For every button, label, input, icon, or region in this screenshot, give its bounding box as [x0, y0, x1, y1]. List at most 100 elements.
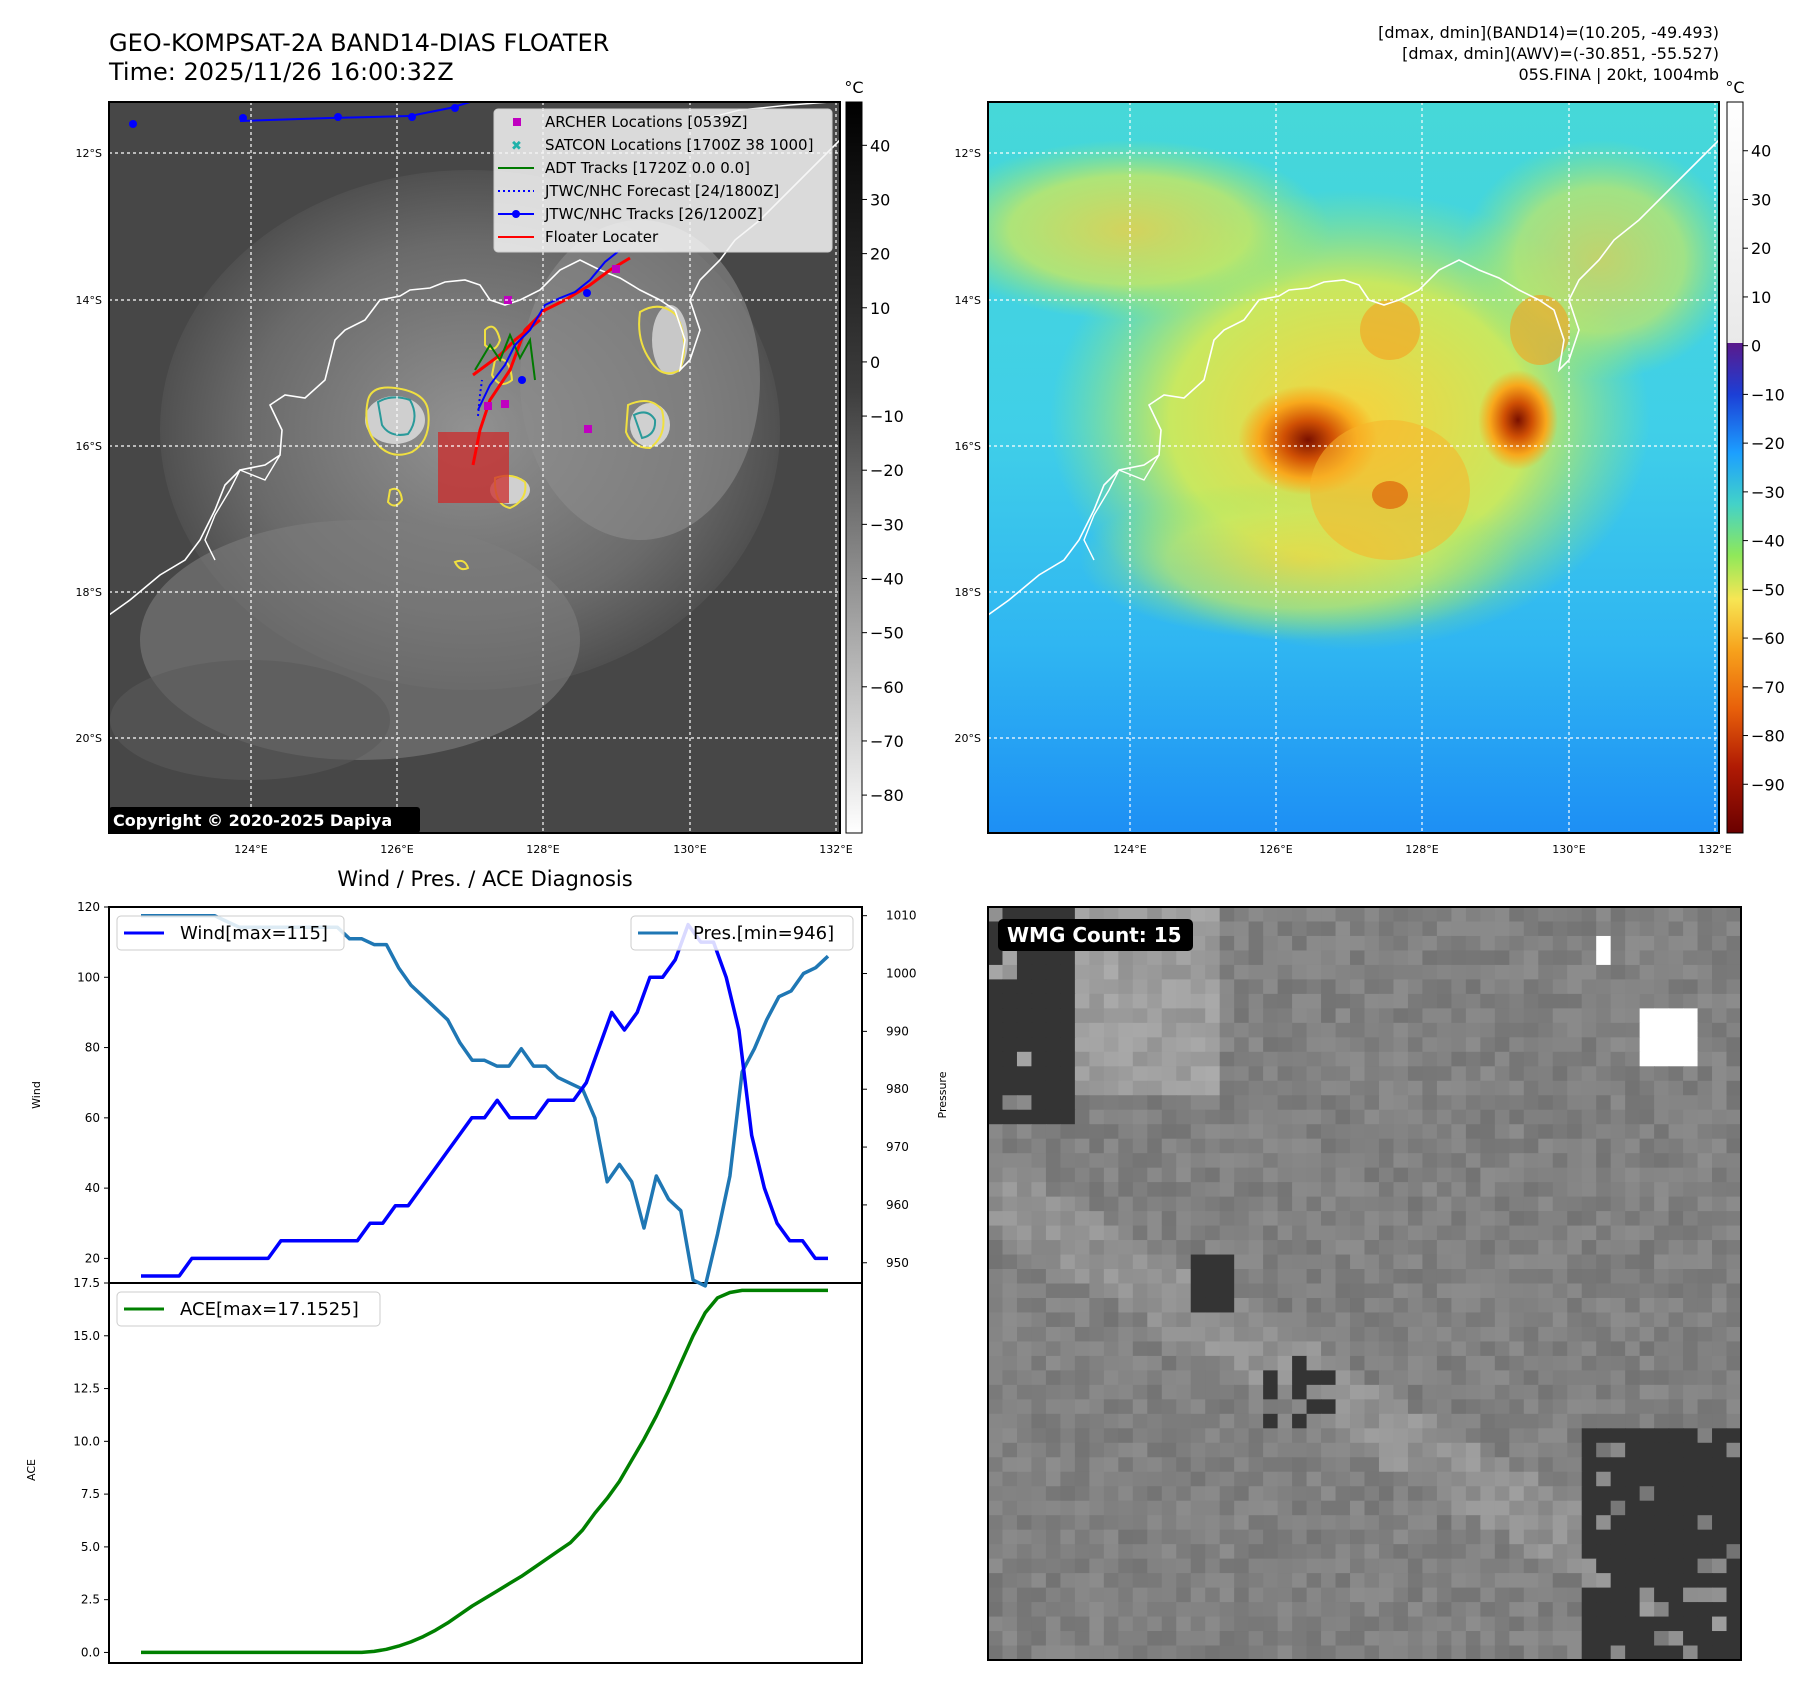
wmg-cell: [1002, 1413, 1018, 1429]
wmg-cell: [1567, 1341, 1583, 1357]
wmg-cell: [1480, 979, 1496, 995]
wmg-cell: [1494, 1471, 1510, 1487]
wmg-cell: [1234, 1269, 1250, 1285]
wmg-cell: [1697, 1631, 1713, 1647]
wmg-cell: [1335, 1341, 1351, 1357]
wmg-cell: [1292, 1138, 1308, 1154]
wmg-cell: [1712, 964, 1728, 980]
wmg-cell: [1132, 1254, 1148, 1270]
wmg-cell: [1436, 935, 1452, 952]
wmg-cell: [1292, 1370, 1308, 1386]
wmg-cell: [1045, 1529, 1061, 1545]
wmg-cell: [1190, 921, 1206, 937]
wmg-cell: [1509, 1500, 1525, 1516]
wmg-cell: [1668, 1225, 1684, 1241]
wmg-cell: [1176, 1616, 1192, 1632]
wmg-cell: [1089, 1399, 1105, 1415]
wmg-cell: [1263, 1558, 1279, 1574]
wmg-cell: [1335, 1529, 1351, 1545]
wmg-cell: [1407, 1616, 1424, 1632]
wmg-cell: [1407, 1153, 1424, 1169]
wmg-cell: [1234, 1587, 1250, 1603]
wmg-cell: [1610, 1225, 1626, 1241]
wmg-cell: [1277, 1457, 1293, 1473]
wmg-cell: [1219, 979, 1235, 995]
wmg-cell: [1074, 1428, 1090, 1444]
wmg-cell: [1147, 1326, 1163, 1343]
wmg-cell: [1089, 1297, 1105, 1314]
wmg-cell: [1132, 964, 1148, 980]
wmg-cell: [1350, 964, 1366, 980]
wmg-cell: [1277, 1558, 1293, 1574]
wmg-cell: [1538, 1384, 1554, 1400]
wmg-cell: [1263, 1645, 1279, 1661]
wmg-cell: [1668, 1500, 1684, 1516]
wmg-cell: [1292, 1008, 1308, 1024]
wmg-cell: [1016, 1645, 1033, 1661]
wmg-cell: [1045, 950, 1061, 966]
wmg-cell: [1581, 1471, 1597, 1487]
wmg-cell: [1060, 1240, 1076, 1256]
wmg-cell: [1538, 1529, 1554, 1545]
wmg-cell: [1103, 1341, 1119, 1357]
wmg-cell: [1277, 1355, 1293, 1371]
wmg-cell: [1639, 1124, 1655, 1140]
wmg-cell: [1378, 1500, 1395, 1516]
wmg-cell: [1538, 1211, 1554, 1227]
wmg-cell: [1494, 1138, 1510, 1154]
wmg-cell: [1523, 1153, 1539, 1169]
wmg-cell: [1364, 1297, 1380, 1314]
wmg-cell: [1407, 1109, 1424, 1125]
wmg-cell: [1726, 1037, 1742, 1053]
wmg-cell: [1118, 1370, 1134, 1386]
pressure-legend: Pres.[min=946]: [630, 915, 854, 951]
wmg-cell: [1668, 1544, 1684, 1560]
wmg-cell: [1335, 1602, 1351, 1618]
wmg-cell: [1378, 1515, 1395, 1531]
wmg-cell: [1393, 1124, 1409, 1140]
wmg-cell: [1321, 1413, 1337, 1429]
wmg-cell: [1581, 1051, 1597, 1067]
wmg-cell: [1263, 1095, 1279, 1111]
wmg-cell: [1190, 1413, 1206, 1429]
wmg-cell: [1480, 1428, 1496, 1444]
wmg-cell: [1625, 1529, 1641, 1545]
wind-tick-label: 120: [77, 900, 100, 914]
wmg-cell: [1364, 1457, 1380, 1473]
wmg-cell: [1132, 1616, 1148, 1632]
wmg-cell: [1407, 964, 1424, 980]
wmg-cell: [1726, 1080, 1742, 1096]
wmg-cell: [1016, 1269, 1033, 1285]
wmg-cell: [1335, 1471, 1351, 1487]
wmg-cell: [1581, 1240, 1597, 1256]
wmg-cell: [1378, 1167, 1395, 1183]
wmg-cell: [1147, 1384, 1163, 1400]
wmg-cell: [1205, 1573, 1221, 1589]
wmg-cell: [1103, 907, 1119, 923]
wmg-cell: [1668, 1645, 1684, 1661]
wmg-cell: [1538, 1631, 1554, 1647]
wmg-cell: [1118, 1428, 1134, 1444]
wmg-cell: [1407, 1008, 1424, 1024]
wmg-cell: [1089, 1196, 1105, 1212]
wmg-cell: [1378, 1008, 1395, 1024]
wmg-cell: [1509, 964, 1525, 980]
wmg-cell: [1364, 921, 1380, 937]
wmg-cell: [1668, 1457, 1684, 1473]
wmg-cell: [1697, 1529, 1713, 1545]
wmg-cell: [1726, 1196, 1742, 1212]
wv-cold-cloud-2: [1478, 370, 1558, 470]
wmg-cell: [1364, 1573, 1380, 1589]
wmg-cell: [1552, 1153, 1568, 1169]
wmg-cell: [1683, 907, 1699, 923]
wmg-cell: [1350, 1384, 1366, 1400]
wmg-cell: [1697, 1008, 1713, 1024]
wmg-cell: [1407, 1225, 1424, 1241]
wmg-cell: [1277, 950, 1293, 966]
wmg-cell: [1509, 1631, 1525, 1647]
wmg-cell: [1393, 1515, 1409, 1531]
wmg-cell: [1552, 1413, 1568, 1429]
wmg-cell: [1060, 1413, 1076, 1429]
wmg-cell: [1364, 979, 1380, 995]
wmg-cell: [1393, 1211, 1409, 1227]
